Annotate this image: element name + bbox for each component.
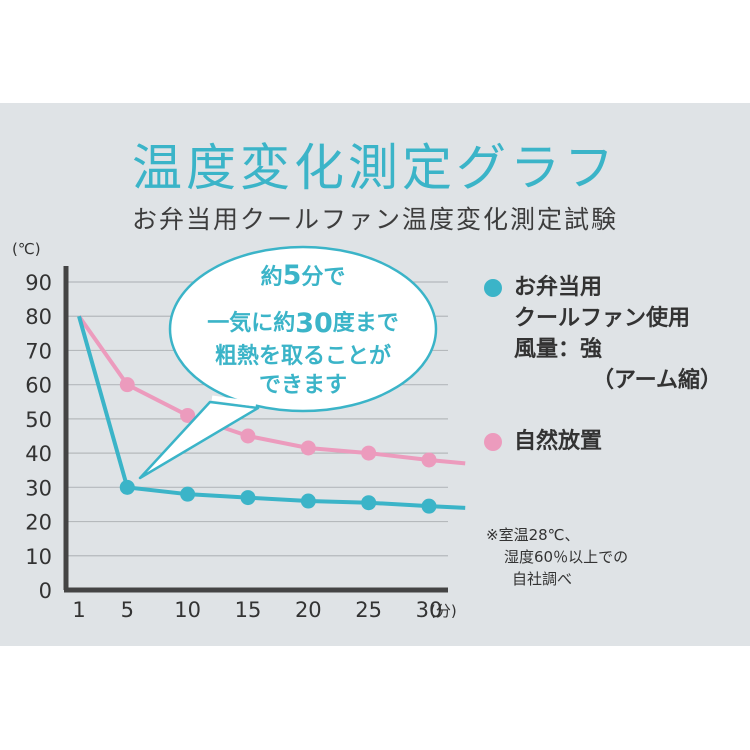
y-tick-label: 70 — [25, 339, 52, 363]
legend-label-line-3: 風量：強 — [514, 337, 603, 362]
legend: お弁当用 クールファン使用 風量：強 （アーム縮） 自然放置 — [482, 272, 744, 457]
y-tick-label: 80 — [25, 305, 52, 329]
bubble-joint — [211, 395, 257, 407]
chart-series — [77, 315, 466, 514]
page-title: 温度変化測定グラフ — [132, 139, 618, 197]
data-point — [119, 479, 135, 495]
data-point — [180, 486, 196, 502]
x-tick-label: 1 — [72, 598, 85, 622]
note-line-3: 自社調べ — [512, 570, 573, 588]
data-point — [361, 495, 377, 511]
y-tick-label: 40 — [25, 442, 52, 466]
bubble-line-3: 粗熱を取ることが — [215, 343, 391, 369]
x-tick-label: 15 — [235, 598, 262, 622]
y-tick-label: 60 — [25, 374, 52, 398]
bubble-line-2: 一気に約30度まで — [207, 308, 399, 339]
page-subtitle: お弁当用クールファン温度変化測定試験 — [131, 205, 618, 234]
data-point — [119, 377, 135, 393]
x-tick-label: 10 — [174, 598, 201, 622]
legend-item-natural: 自然放置 — [482, 426, 744, 457]
y-tick-labels: 0 10 20 30 40 50 60 70 80 90 — [25, 271, 52, 603]
data-point — [421, 498, 437, 514]
data-point — [180, 407, 196, 423]
x-tick-label: 30 — [416, 598, 443, 622]
data-point — [300, 493, 316, 509]
legend-label-natural: 自然放置 — [514, 429, 603, 454]
series-line — [77, 315, 466, 510]
legend-item-cool-fan: お弁当用 — [482, 272, 744, 303]
data-point — [421, 452, 437, 468]
y-tick-label: 10 — [25, 545, 52, 569]
bubble-line-4: できます — [259, 373, 347, 398]
x-unit-label: (分) — [430, 602, 457, 620]
note-line-2: 湿度60％以上での — [504, 548, 629, 566]
x-tick-label: 5 — [121, 598, 134, 622]
series-line — [77, 315, 466, 466]
note-line-1: ※室温28℃、 — [486, 526, 580, 544]
y-tick-label: 0 — [39, 579, 52, 603]
data-point — [300, 440, 316, 456]
x-tick-label: 25 — [355, 598, 382, 622]
legend-dot-pink — [484, 433, 502, 451]
legend-label-line-4: （アーム縮） — [592, 368, 723, 393]
bubble-body — [168, 245, 438, 413]
y-tick-label: 20 — [25, 511, 52, 535]
data-point — [361, 445, 377, 461]
test-condition-note: ※室温28℃、 湿度60％以上での 自社調べ — [486, 524, 736, 590]
chart-axes — [63, 266, 448, 593]
annotation-bubble: 約5分で 一気に約30度まで 粗熱を取ることが できます — [138, 245, 438, 480]
x-tick-label: 20 — [295, 598, 322, 622]
y-tick-label: 30 — [25, 476, 52, 500]
y-tick-label: 50 — [25, 408, 52, 432]
data-point — [240, 490, 256, 506]
data-point — [240, 428, 256, 444]
legend-label-line-2: クールファン使用 — [514, 306, 691, 331]
x-tick-labels: 1 5 10 15 20 25 30 — [72, 598, 442, 622]
legend-dot-blue — [484, 279, 502, 297]
bubble-tail — [138, 400, 260, 480]
y-tick-label: 90 — [25, 271, 52, 295]
y-unit-label: (℃) — [12, 240, 41, 258]
bubble-line-1: 約5分で — [261, 260, 346, 291]
legend-label-line-1: お弁当用 — [514, 275, 603, 300]
